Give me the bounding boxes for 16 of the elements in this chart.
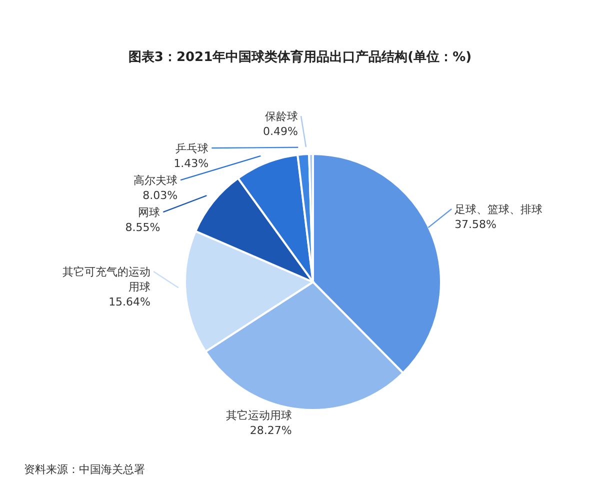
slice-label: 保龄球	[265, 110, 298, 124]
slice-label: 其它运动用球	[226, 409, 292, 422]
data-label: 37.58%	[454, 218, 497, 231]
data-label: 15.64%	[108, 295, 151, 308]
data-label: 8.55%	[125, 221, 160, 234]
slice-label: 乒乓球	[176, 142, 209, 156]
data-label: 8.03%	[142, 189, 178, 202]
data-label: 1.43%	[174, 157, 209, 170]
slice-label: 网球	[138, 206, 160, 220]
slice-label: 其它可充气的运动用球	[62, 265, 151, 294]
data-label: 28.27%	[250, 424, 292, 438]
text: 资料来源：中国海关总署	[23, 462, 146, 477]
data-label: 0.49%	[263, 125, 298, 138]
slice-label: 高尔夫球	[134, 174, 178, 188]
slice-label: 足球、篮球、排球	[454, 202, 543, 216]
chart-title: 图表3：2021年中国球类体育用品出口产品结构(单位：%)	[127, 48, 473, 67]
